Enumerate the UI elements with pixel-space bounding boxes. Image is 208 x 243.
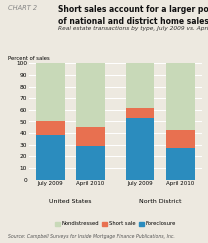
Bar [76, 63, 105, 127]
Text: Percent of sales: Percent of sales [8, 56, 50, 61]
Bar [166, 130, 195, 148]
Bar [126, 107, 155, 118]
Bar [166, 148, 195, 180]
Bar [166, 63, 195, 130]
Text: North District: North District [139, 199, 182, 204]
Bar [126, 118, 155, 180]
Bar [36, 136, 65, 180]
Legend: Nondistressed, Short sale, Foreclosure: Nondistressed, Short sale, Foreclosure [53, 219, 178, 228]
Text: Short sales account for a larger portion
of national and district home sales: Short sales account for a larger portion… [58, 5, 208, 26]
Text: Source: Campbell Surveys for Inside Mortgage Finance Publications, Inc.: Source: Campbell Surveys for Inside Mort… [8, 234, 175, 239]
Text: Real estate transactions by type, July 2009 vs. April 2010: Real estate transactions by type, July 2… [58, 26, 208, 31]
Bar [36, 122, 65, 136]
Bar [36, 63, 65, 122]
Bar [76, 146, 105, 180]
Bar [126, 63, 155, 107]
Text: United States: United States [49, 199, 92, 204]
Text: CHART 2: CHART 2 [8, 5, 37, 11]
Bar [76, 127, 105, 146]
